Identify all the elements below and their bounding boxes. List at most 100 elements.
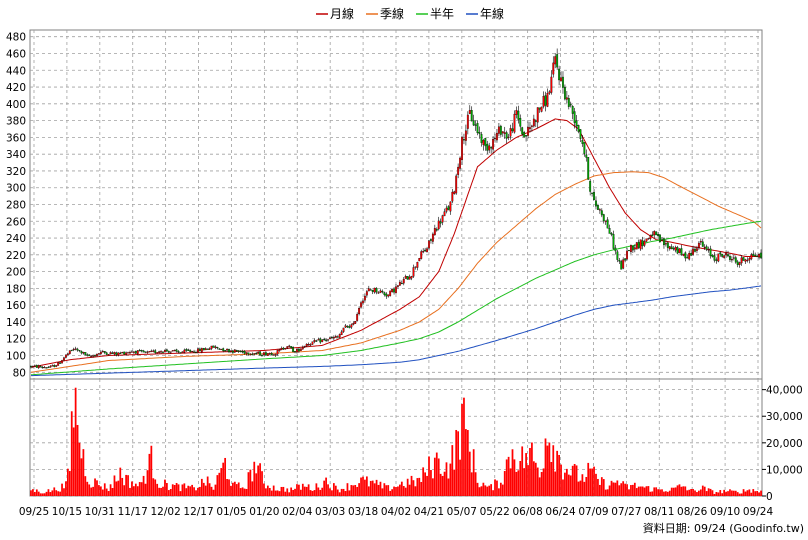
volume-bar (136, 486, 139, 496)
candle-body (286, 346, 289, 349)
candle-body (323, 338, 326, 341)
candle-body (264, 352, 267, 356)
price-tick-label: 80 (13, 367, 26, 379)
candle-body (416, 261, 419, 268)
volume-bar (453, 469, 456, 496)
volume-bar (146, 470, 149, 496)
volume-bar (729, 489, 731, 496)
candle-body (686, 257, 689, 259)
candle-body (709, 248, 712, 257)
candle-body (387, 294, 390, 297)
date-tick-label: 07/27 (611, 506, 641, 518)
volume-bar (278, 491, 281, 496)
date-tick-label: 05/22 (480, 506, 510, 518)
candle-body (620, 261, 623, 270)
candle-body (711, 254, 714, 257)
volume-bar (150, 445, 153, 496)
volume-bar (651, 491, 654, 496)
volume-bar (488, 485, 491, 496)
volume-bar (717, 492, 720, 496)
volume-bar (614, 482, 617, 496)
volume-bar (474, 472, 477, 496)
volume-bar (550, 461, 553, 496)
volume-bar (296, 484, 298, 496)
volume-bar (465, 429, 467, 496)
candle-body (365, 291, 368, 296)
candle-body (600, 210, 603, 216)
volume-bar (319, 489, 322, 496)
volume-bar (410, 475, 413, 496)
candle-body (664, 243, 667, 245)
candle-body (428, 240, 430, 249)
volume-bar (311, 490, 314, 496)
volume-bar (395, 487, 397, 496)
volume-bar (564, 472, 566, 496)
volume-bar (212, 489, 215, 496)
volume-bar (187, 485, 190, 496)
volume-bar (536, 467, 539, 496)
candle-body (92, 355, 95, 357)
volume-bar (125, 474, 127, 496)
volume-bar (216, 475, 219, 496)
volume-bar (445, 462, 448, 496)
candle-body (101, 351, 104, 353)
volume-bar (107, 491, 110, 496)
candle-body (140, 350, 143, 352)
candle-body (643, 241, 646, 246)
volume-bar (379, 481, 382, 496)
candle-body (103, 351, 106, 353)
candle-body (723, 255, 726, 258)
candle-body (51, 365, 54, 367)
volume-bar (756, 491, 759, 496)
volume-bar (166, 483, 168, 496)
volume-bar (134, 483, 137, 496)
candle-body (554, 56, 557, 65)
volume-bar (752, 489, 755, 496)
volume-bar (608, 485, 611, 496)
volume-bar (484, 485, 487, 496)
volume-bar (113, 475, 116, 496)
volume-bar (451, 445, 454, 496)
volume-bar (478, 487, 481, 496)
volume-bar (210, 486, 213, 496)
candle-body (373, 287, 376, 293)
volume-bar (282, 486, 285, 496)
candle-body (226, 348, 229, 351)
candle-body (354, 321, 357, 324)
candle-body (360, 302, 362, 308)
volume-bar (404, 487, 407, 496)
volume-bar (713, 493, 716, 496)
candle-body (558, 68, 561, 81)
candle-body (678, 248, 681, 253)
volume-bar (643, 487, 646, 496)
candle-body (309, 344, 312, 346)
volume-bar (548, 442, 551, 496)
candle-body (482, 140, 485, 145)
volume-bar (672, 487, 675, 496)
candle-body (521, 127, 524, 135)
ma-line-3 (31, 285, 762, 377)
date-tick-label: 04/02 (381, 506, 411, 518)
volume-bar (750, 492, 753, 496)
volume-bar (220, 468, 223, 496)
candle-body (497, 126, 500, 134)
volume-bar (301, 483, 304, 496)
candle-body (282, 347, 285, 350)
volume-bar (577, 481, 580, 496)
candle-body (589, 180, 592, 192)
volume-bar (492, 490, 494, 496)
volume-bar (408, 484, 411, 496)
volume-bar (387, 485, 390, 496)
volume-bar (499, 482, 502, 496)
candle-body (661, 239, 663, 241)
candle-body (672, 248, 675, 250)
candle-body (249, 354, 252, 356)
volume-bar (501, 484, 504, 496)
volume-bar (711, 490, 714, 496)
candle-body (610, 232, 613, 235)
volume-bar (414, 486, 417, 496)
candle-body (299, 348, 302, 351)
candle-body (684, 252, 687, 259)
volume-bar (315, 483, 318, 496)
candle-body (624, 258, 627, 261)
